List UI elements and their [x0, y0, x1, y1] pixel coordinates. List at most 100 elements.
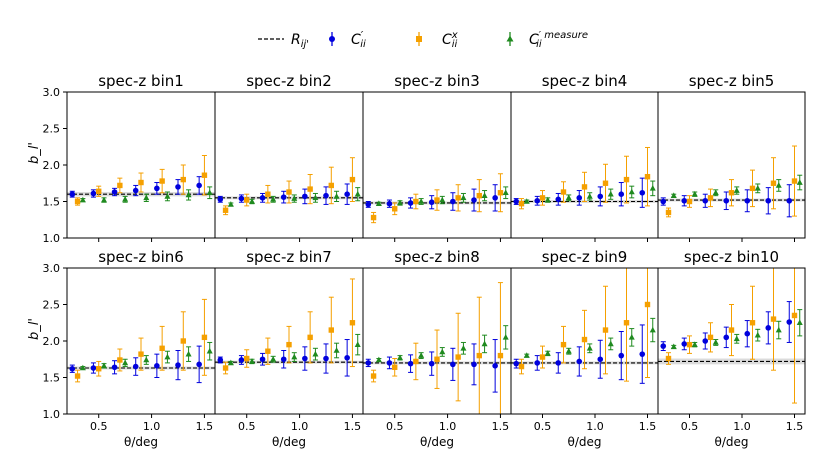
orange-point: [644, 173, 651, 180]
orange-point: [392, 364, 398, 370]
blue-point: [450, 361, 456, 368]
green-point: [544, 350, 551, 356]
legend-label-r: Rij': [291, 32, 309, 50]
chart-legend: Rij' C′ ii Cx ii C′ measure ii: [258, 29, 588, 50]
green-point: [354, 341, 361, 347]
blue-point: [471, 361, 477, 368]
x-tick-label: 0.5: [534, 420, 552, 433]
green-point: [122, 359, 129, 366]
blue-point: [344, 191, 350, 197]
green-point: [775, 182, 782, 188]
legend-label-c-measure: C′ measure ii: [529, 30, 588, 50]
blue-point: [639, 189, 646, 196]
orange-point: [497, 190, 504, 196]
orange-point: [644, 301, 651, 308]
blue-point: [639, 351, 646, 357]
orange-point: [623, 176, 630, 183]
orange-point: [117, 182, 123, 189]
green-point: [164, 353, 171, 360]
orange-point: [96, 188, 102, 194]
green-point: [312, 350, 319, 357]
green-point: [375, 356, 382, 363]
green-point: [206, 189, 213, 196]
blue-point: [492, 363, 498, 369]
orange-point: [244, 355, 250, 362]
blue-point: [365, 360, 372, 366]
panel-plot-area: [67, 155, 215, 206]
y-tick-label: 2.0: [43, 335, 61, 348]
x-tick-label: 0.5: [90, 420, 108, 433]
blue-point: [555, 196, 562, 203]
panel-frame: [657, 91, 806, 239]
blue-point: [111, 189, 118, 195]
blue-point: [744, 330, 751, 337]
green-point: [733, 335, 740, 342]
orange-point: [286, 341, 292, 348]
blue-point: [302, 193, 308, 200]
panel-plot-area: [363, 282, 511, 414]
orange-point: [728, 327, 735, 333]
blue-point: [280, 356, 287, 363]
orange-point: [770, 180, 777, 186]
blue-point: [90, 365, 97, 371]
green-point: [397, 199, 403, 206]
legend-label-c-prime: C′ ii: [351, 29, 366, 50]
blue-point: [69, 365, 76, 372]
green-point: [354, 190, 361, 197]
green-point: [143, 194, 150, 201]
green-point: [607, 340, 614, 347]
x-tick-label: 1.0: [291, 420, 309, 433]
orange-point: [434, 356, 440, 362]
green-point: [628, 188, 635, 195]
green-point: [101, 196, 107, 203]
panel-plot-area: [215, 278, 363, 377]
orange-point: [686, 198, 693, 205]
green-point: [185, 191, 192, 198]
panel-frame: [510, 91, 659, 239]
panel-frame: [214, 91, 364, 239]
orange-point: [222, 207, 229, 213]
blue-point: [386, 200, 393, 207]
blue-point: [259, 195, 266, 201]
x-tick-label: 1.0: [439, 420, 457, 433]
orange-point: [392, 206, 398, 212]
orange-point: [602, 327, 609, 333]
y-tick-label: 1.0: [43, 232, 61, 245]
green-point: [607, 190, 614, 197]
green-point: [122, 196, 129, 202]
orange-point: [286, 189, 292, 195]
green-point: [206, 347, 213, 354]
blue-point: [618, 352, 625, 359]
panel-frame: [657, 267, 806, 415]
orange-point: [770, 316, 777, 322]
panel-6: spec-z bin6 0.5 1.0 1.5 θ/deg 1.0 1.5 2.0 2.5 3.0…: [27, 248, 216, 449]
blue-point: [534, 197, 541, 204]
panel-title: spec-z bin2: [246, 72, 332, 90]
orange-point: [518, 363, 525, 370]
blue-point: [238, 195, 245, 202]
blue-point: [132, 187, 139, 194]
panel-title: spec-z bin3: [394, 72, 480, 90]
green-point: [79, 196, 86, 203]
green-point: [185, 350, 192, 357]
orange-point: [665, 209, 672, 216]
orange-point: [623, 320, 630, 326]
blue-point: [597, 193, 604, 200]
blue-point: [471, 197, 477, 203]
green-point: [333, 347, 340, 353]
green-point: [79, 364, 86, 371]
legend-label-c-x: Cx ii: [442, 30, 458, 50]
blue-point: [534, 360, 541, 366]
green-point: [418, 352, 425, 358]
green-point: [502, 189, 509, 196]
green-point: [460, 194, 467, 201]
blue-point: [450, 198, 456, 205]
orange-point: [560, 189, 567, 195]
blue-point: [681, 197, 688, 204]
orange-point: [560, 341, 567, 348]
blue-point: [386, 360, 393, 366]
green-point: [249, 198, 255, 204]
panel-title: spec-z bin6: [98, 248, 184, 266]
orange-point: [413, 198, 419, 205]
